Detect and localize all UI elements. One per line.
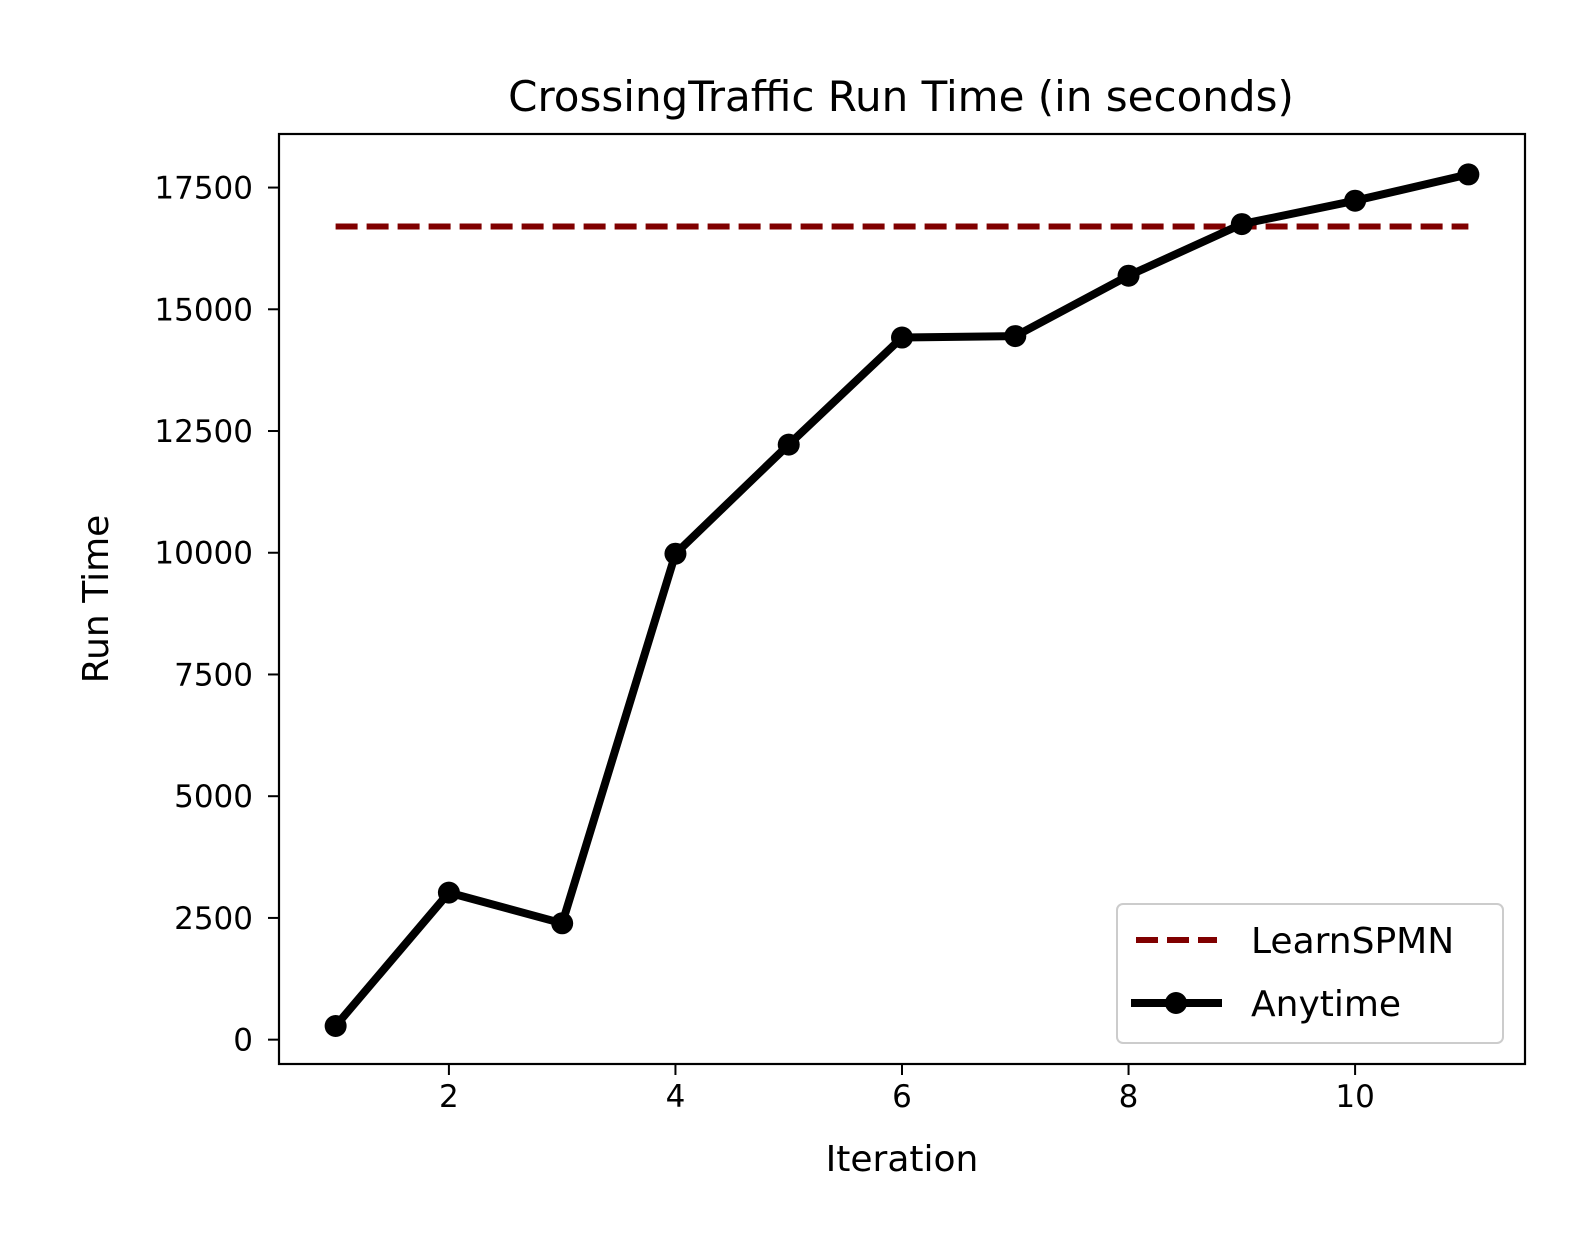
data-point-anytime (777, 433, 800, 456)
legend-label-learnspmn: LearnSPMN (1251, 921, 1454, 962)
data-point-anytime (324, 1015, 347, 1038)
y-tick-label: 15000 (154, 292, 253, 328)
y-axis: 0 2500 5000 7500 10000 12500 15000 17500 (154, 171, 279, 1059)
y-tick-label: 10000 (154, 536, 253, 572)
y-tick-label: 5000 (174, 779, 253, 815)
data-point-anytime (1344, 189, 1367, 212)
chart-title: CrossingTraffic Run Time (in seconds) (508, 72, 1294, 121)
series-line-anytime (332, 170, 1470, 1029)
x-axis: 2 4 6 8 10 (439, 1064, 1375, 1115)
x-tick-label: 10 (1335, 1079, 1374, 1115)
series-layer (324, 163, 1480, 1038)
x-tick-label: 2 (439, 1079, 459, 1115)
data-point-anytime (891, 326, 913, 349)
y-tick-label: 12500 (154, 414, 253, 450)
data-point-anytime (664, 542, 687, 565)
y-tick-label: 7500 (174, 657, 253, 693)
x-tick-label: 8 (1119, 1079, 1139, 1115)
y-tick-label: 17500 (154, 171, 253, 207)
data-point-anytime (1230, 213, 1253, 236)
legend-marker-anytime (1165, 992, 1187, 1014)
x-tick-label: 4 (666, 1079, 686, 1115)
y-tick-label: 0 (233, 1023, 253, 1059)
legend-label-anytime: Anytime (1251, 984, 1401, 1025)
y-axis-title: Run Time (76, 515, 117, 684)
x-axis-title: Iteration (826, 1139, 979, 1180)
x-tick-label: 6 (892, 1079, 912, 1115)
data-point-anytime (1457, 163, 1480, 186)
plot-area (324, 163, 1480, 1038)
data-point-anytime (551, 912, 574, 935)
data-point-anytime (1004, 325, 1027, 348)
y-tick-label: 2500 (174, 901, 253, 937)
legend: LearnSPMN Anytime (1116, 903, 1504, 1044)
data-point-anytime (437, 881, 460, 904)
data-point-anytime (1117, 264, 1140, 287)
